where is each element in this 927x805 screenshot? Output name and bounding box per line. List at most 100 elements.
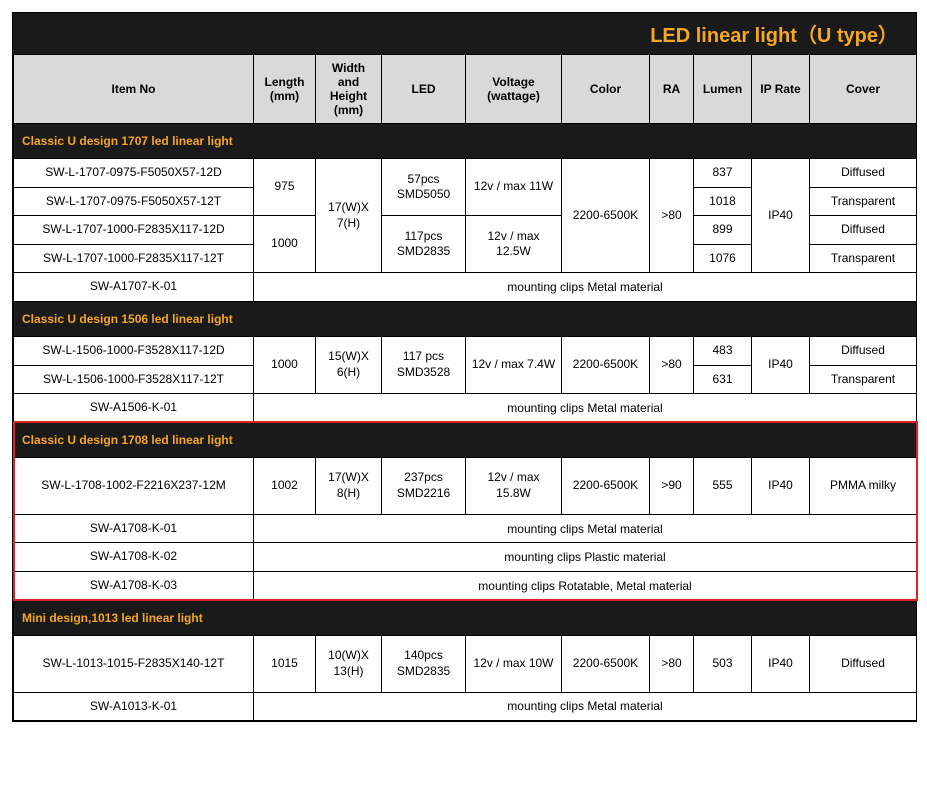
col-ip: IP Rate	[752, 55, 810, 124]
accessory-row: SW-A1708-K-02 mounting clips Plastic mat…	[14, 543, 917, 572]
led-cell: 117pcs SMD2835	[382, 216, 466, 273]
col-cover: Cover	[810, 55, 917, 124]
lumen-cell: 631	[694, 365, 752, 394]
cover-cell: Diffused	[810, 635, 917, 692]
wh-cell: 15(W)X 6(H)	[316, 336, 382, 393]
wh-cell: 17(W)X 7(H)	[316, 159, 382, 273]
item-no: SW-A1708-K-01	[14, 514, 254, 543]
ra-cell: >80	[650, 336, 694, 393]
col-voltage: Voltage (wattage)	[466, 55, 562, 124]
length-cell: 975	[254, 159, 316, 216]
voltage-cell: 12v / max 11W	[466, 159, 562, 216]
item-no: SW-L-1013-1015-F2835X140-12T	[14, 635, 254, 692]
length-cell: 1002	[254, 457, 316, 514]
section-label: Mini design,1013 led linear light	[14, 600, 917, 635]
table-row: SW-L-1707-0975-F5050X57-12D 975 17(W)X 7…	[14, 159, 917, 188]
table-row: SW-L-1506-1000-F3528X117-12D 1000 15(W)X…	[14, 336, 917, 365]
item-no: SW-A1708-K-02	[14, 543, 254, 572]
table-row: SW-L-1013-1015-F2835X140-12T 1015 10(W)X…	[14, 635, 917, 692]
accessory-note: mounting clips Plastic material	[254, 543, 917, 572]
section-1506: Classic U design 1506 led linear light	[14, 301, 917, 336]
spec-table: Item No Length (mm) Width and Height (mm…	[13, 54, 917, 721]
accessory-row: SW-A1708-K-03 mounting clips Rotatable, …	[14, 571, 917, 600]
color-cell: 2200-6500K	[562, 457, 650, 514]
led-cell: 117 pcs SMD3528	[382, 336, 466, 393]
item-no: SW-A1013-K-01	[14, 692, 254, 721]
section-1708: Classic U design 1708 led linear light	[14, 422, 917, 457]
accessory-row: SW-A1707-K-01 mounting clips Metal mater…	[14, 273, 917, 302]
led-cell: 140pcs SMD2835	[382, 635, 466, 692]
accessory-note: mounting clips Metal material	[254, 394, 917, 423]
ra-cell: >80	[650, 635, 694, 692]
accessory-row: SW-A1708-K-01 mounting clips Metal mater…	[14, 514, 917, 543]
table-row: SW-L-1708-1002-F2216X237-12M 1002 17(W)X…	[14, 457, 917, 514]
item-no: SW-L-1707-0975-F5050X57-12T	[14, 187, 254, 216]
cover-cell: Diffused	[810, 216, 917, 245]
header-row: Item No Length (mm) Width and Height (mm…	[14, 55, 917, 124]
accessory-note: mounting clips Metal material	[254, 692, 917, 721]
accessory-note: mounting clips Metal material	[254, 514, 917, 543]
color-cell: 2200-6500K	[562, 159, 650, 273]
wh-cell: 17(W)X 8(H)	[316, 457, 382, 514]
spec-table-container: LED linear light（U type） Item No Length …	[12, 12, 917, 722]
col-wh: Width and Height (mm)	[316, 55, 382, 124]
section-1707: Classic U design 1707 led linear light	[14, 124, 917, 159]
voltage-cell: 12v / max 15.8W	[466, 457, 562, 514]
wh-cell: 10(W)X 13(H)	[316, 635, 382, 692]
ip-cell: IP40	[752, 336, 810, 393]
color-cell: 2200-6500K	[562, 336, 650, 393]
item-no: SW-L-1707-1000-F2835X117-12D	[14, 216, 254, 245]
section-label: Classic U design 1707 led linear light	[14, 124, 917, 159]
ip-cell: IP40	[752, 457, 810, 514]
voltage-cell: 12v / max 10W	[466, 635, 562, 692]
cover-cell: PMMA milky	[810, 457, 917, 514]
led-cell: 57pcs SMD5050	[382, 159, 466, 216]
lumen-cell: 483	[694, 336, 752, 365]
led-cell: 237pcs SMD2216	[382, 457, 466, 514]
cover-cell: Diffused	[810, 336, 917, 365]
item-no: SW-L-1708-1002-F2216X237-12M	[14, 457, 254, 514]
accessory-note: mounting clips Metal material	[254, 273, 917, 302]
item-no: SW-L-1707-1000-F2835X117-12T	[14, 244, 254, 273]
col-ra: RA	[650, 55, 694, 124]
length-cell: 1000	[254, 216, 316, 273]
item-no: SW-A1708-K-03	[14, 571, 254, 600]
section-1013: Mini design,1013 led linear light	[14, 600, 917, 635]
highlighted-section-1708: Classic U design 1708 led linear light S…	[14, 422, 917, 600]
voltage-cell: 12v / max 12.5W	[466, 216, 562, 273]
lumen-cell: 1018	[694, 187, 752, 216]
item-no: SW-A1506-K-01	[14, 394, 254, 423]
lumen-cell: 503	[694, 635, 752, 692]
cover-cell: Transparent	[810, 365, 917, 394]
col-led: LED	[382, 55, 466, 124]
item-no: SW-L-1506-1000-F3528X117-12D	[14, 336, 254, 365]
ip-cell: IP40	[752, 159, 810, 273]
length-cell: 1000	[254, 336, 316, 393]
item-no: SW-L-1707-0975-F5050X57-12D	[14, 159, 254, 188]
cover-cell: Transparent	[810, 187, 917, 216]
length-cell: 1015	[254, 635, 316, 692]
ip-cell: IP40	[752, 635, 810, 692]
voltage-cell: 12v / max 7.4W	[466, 336, 562, 393]
accessory-row: SW-A1506-K-01 mounting clips Metal mater…	[14, 394, 917, 423]
accessory-row: SW-A1013-K-01 mounting clips Metal mater…	[14, 692, 917, 721]
col-lumen: Lumen	[694, 55, 752, 124]
lumen-cell: 1076	[694, 244, 752, 273]
color-cell: 2200-6500K	[562, 635, 650, 692]
lumen-cell: 837	[694, 159, 752, 188]
ra-cell: >90	[650, 457, 694, 514]
cover-cell: Diffused	[810, 159, 917, 188]
accessory-note: mounting clips Rotatable, Metal material	[254, 571, 917, 600]
col-item: Item No	[14, 55, 254, 124]
col-color: Color	[562, 55, 650, 124]
section-label: Classic U design 1506 led linear light	[14, 301, 917, 336]
col-length: Length (mm)	[254, 55, 316, 124]
lumen-cell: 555	[694, 457, 752, 514]
page-title: LED linear light（U type）	[13, 13, 916, 54]
item-no: SW-A1707-K-01	[14, 273, 254, 302]
lumen-cell: 899	[694, 216, 752, 245]
section-label: Classic U design 1708 led linear light	[14, 422, 917, 457]
cover-cell: Transparent	[810, 244, 917, 273]
item-no: SW-L-1506-1000-F3528X117-12T	[14, 365, 254, 394]
ra-cell: >80	[650, 159, 694, 273]
